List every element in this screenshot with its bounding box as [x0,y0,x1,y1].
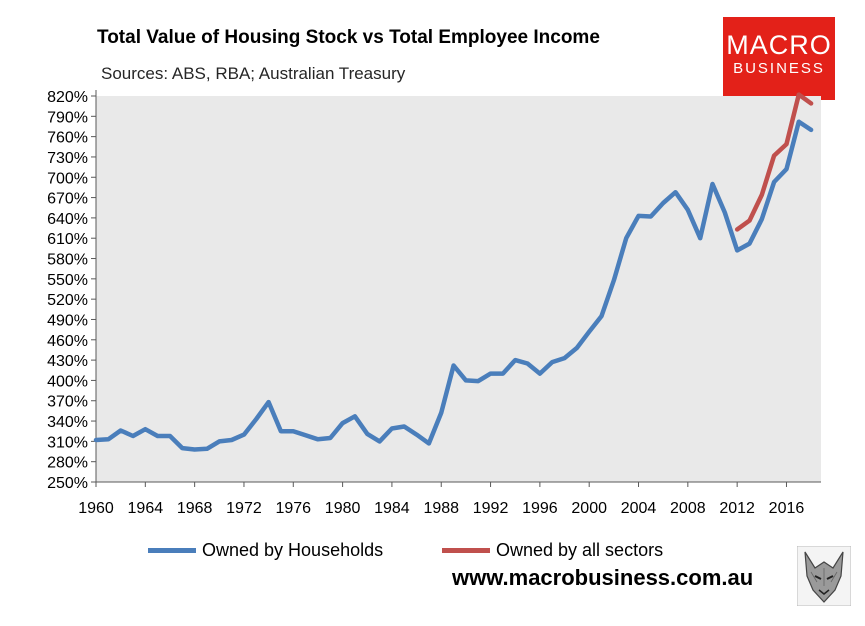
x-tick-label: 1964 [128,500,164,517]
chart-subtitle: Sources: ABS, RBA; Australian Treasury [101,64,406,83]
legend-item-households: Owned by Households [148,540,383,561]
y-tick-label: 430% [47,353,88,370]
website-url: www.macrobusiness.com.au [452,565,754,590]
y-tick-label: 400% [47,373,88,390]
y-tick-label: 250% [47,475,88,492]
y-axis: 250% 280% 310% 340% 370% 400% 430% 460% 490% 520%… [47,89,97,492]
plot-area [96,96,821,482]
y-tick-label: 340% [47,414,88,431]
legend-label-all-sectors: Owned by all sectors [496,540,664,560]
x-tick-label: 1980 [325,500,361,517]
y-tick-label: 550% [47,272,88,289]
y-tick-label: 310% [47,434,88,451]
y-tick-label: 280% [47,455,88,472]
y-tick-label: 580% [47,252,88,269]
y-tick-label: 490% [47,312,88,329]
y-tick-label: 700% [47,170,88,187]
x-axis: 1960 1964 1968 1972 1976 1980 1984 1988 1992 1996… [78,481,821,517]
x-tick-label: 1984 [374,500,410,517]
y-tick-label: 730% [47,150,88,167]
y-tick-label: 610% [47,231,88,248]
y-tick-label: 460% [47,333,88,350]
x-tick-label: 1976 [275,500,311,517]
y-tick-label: 370% [47,394,88,411]
y-tick-label: 790% [47,109,88,126]
y-tick-label: 640% [47,211,88,228]
wolf-icon [797,546,851,606]
x-tick-label: 2004 [621,500,657,517]
chart-title: Total Value of Housing Stock vs Total Em… [97,27,600,48]
x-tick-label: 2008 [670,500,706,517]
series-line-households [93,119,814,452]
logo-line-2: BUSINESS [733,60,825,77]
series-line-all-sectors [734,92,814,232]
legend-swatch-all-sectors [442,548,490,553]
x-tick-label: 1972 [226,500,262,517]
y-tick-label: 760% [47,130,88,147]
y-tick-label: 670% [47,191,88,208]
x-tick-label: 2012 [719,500,755,517]
y-tick-label: 820% [47,89,88,106]
macro-business-logo: MACRO BUSINESS [723,17,835,100]
x-tick-label: 1968 [177,500,213,517]
logo-line-1: MACRO [726,30,832,60]
x-tick-label: 1988 [423,500,459,517]
y-tick-label: 520% [47,292,88,309]
x-tick-label: 2016 [769,500,805,517]
x-tick-label: 1992 [473,500,509,517]
x-tick-label: 2000 [571,500,607,517]
series-layer [93,92,814,452]
legend-swatch-households [148,548,196,553]
legend-item-all-sectors: Owned by all sectors [442,540,663,561]
legend-label-households: Owned by Households [202,540,384,560]
x-tick-label: 1996 [522,500,558,517]
x-tick-label: 1960 [78,500,114,517]
